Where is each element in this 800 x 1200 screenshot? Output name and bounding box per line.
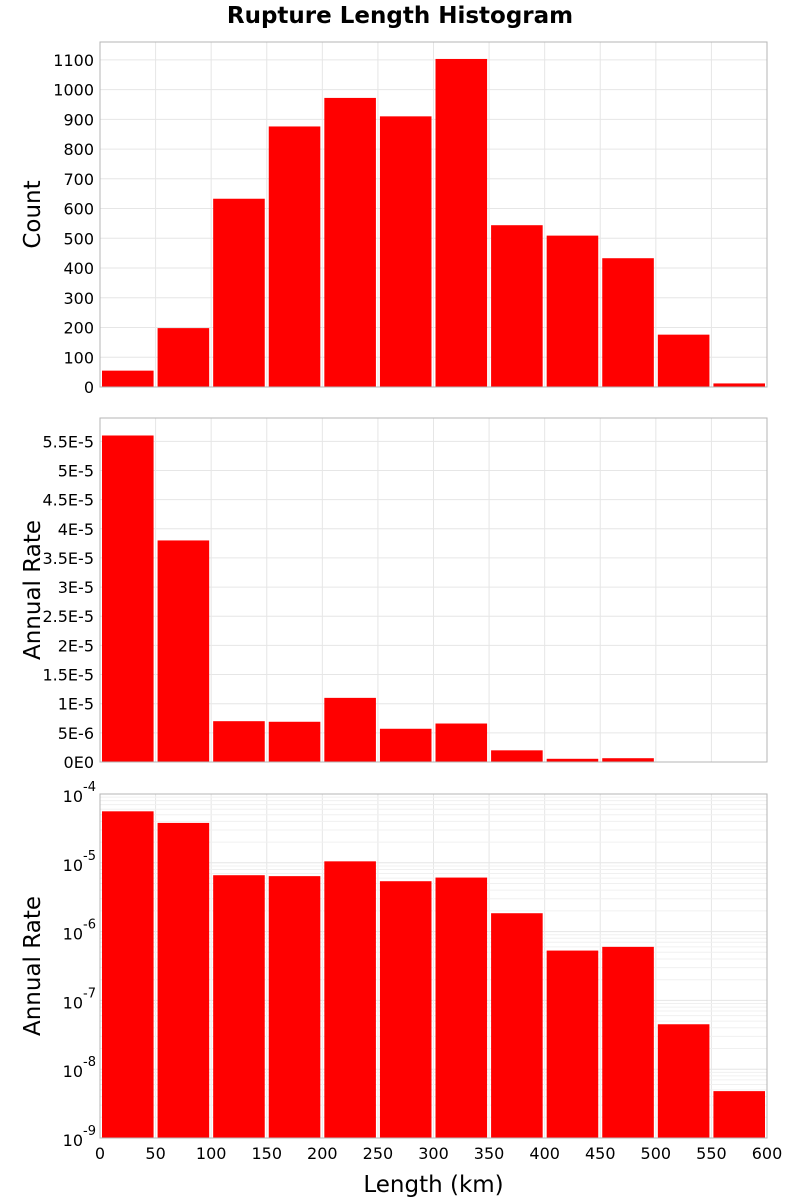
- histogram-bar: [324, 861, 376, 1138]
- x-tick-label: 0: [95, 1144, 105, 1163]
- histogram-bar: [324, 697, 376, 762]
- y-tick-labels: 10-9 10-8 10-7 10-6 10-5 10-4: [63, 780, 96, 1150]
- y-tick-label: 3E-5: [58, 578, 94, 597]
- y-tick-label: 10-7: [63, 986, 96, 1012]
- x-tick-label: 100: [196, 1144, 227, 1163]
- y-tick-label: 600: [63, 200, 94, 219]
- histogram-bar: [157, 540, 210, 762]
- histogram-bar: [491, 225, 543, 387]
- y-tick-label: 2.5E-5: [42, 607, 94, 626]
- bars: [102, 58, 765, 388]
- y-tick-label: 4.5E-5: [42, 491, 94, 510]
- histogram-bar: [102, 435, 154, 762]
- y-tick-label: 700: [63, 170, 94, 189]
- x-tick-label: 550: [696, 1144, 727, 1163]
- y-tick-label: 10-6: [63, 918, 96, 944]
- y-tick-label: 10-5: [63, 849, 96, 875]
- y-tick-label: 10-8: [63, 1055, 96, 1081]
- y-tick-label: 1100: [53, 51, 94, 70]
- plot-frame: [99, 417, 768, 763]
- histogram-bar: [713, 1091, 765, 1138]
- y-tick-label: 0E0: [64, 753, 94, 772]
- x-tick-label: 350: [474, 1144, 505, 1163]
- y-tick-label: 10-9: [63, 1124, 96, 1150]
- y-tick-label: 800: [63, 140, 94, 159]
- x-tick-label: 400: [529, 1144, 560, 1163]
- y-tick-label: 1.5E-5: [42, 666, 94, 685]
- histogram-bar: [379, 116, 432, 387]
- histogram-bar: [657, 1024, 710, 1138]
- histogram-bar: [435, 877, 488, 1138]
- y-tick-label: 5E-5: [58, 461, 94, 480]
- x-tick-label: 600: [752, 1144, 783, 1163]
- y-tick-label: 900: [63, 110, 94, 129]
- histogram-bar: [102, 370, 154, 387]
- annual-rate-log-panel: 10-9 10-8 10-7 10-6 10-5 10-4 Annual Rate 0 50 10…: [20, 780, 782, 1198]
- y-tick-label: 5E-6: [58, 724, 94, 743]
- x-tick-label: 50: [145, 1144, 165, 1163]
- histogram-bar: [213, 721, 265, 762]
- histogram-bar: [491, 750, 543, 762]
- histogram-bar: [657, 334, 710, 387]
- histogram-bar: [435, 723, 488, 762]
- y-axis-label: Annual Rate: [20, 520, 46, 660]
- y-tick-label: 10-4: [63, 780, 96, 806]
- histogram-bar: [602, 946, 654, 1138]
- bars: [102, 811, 765, 1138]
- histogram-bar: [268, 721, 321, 762]
- y-tick-label: 400: [63, 259, 94, 278]
- y-tick-label: 2E-5: [58, 636, 94, 655]
- histogram-bar: [379, 728, 432, 762]
- x-tick-label: 200: [307, 1144, 338, 1163]
- y-tick-label: 5.5E-5: [42, 432, 94, 451]
- histogram-bar: [602, 758, 654, 762]
- x-tick-label: 450: [585, 1144, 616, 1163]
- bars: [102, 435, 765, 762]
- plot-frame: [99, 41, 768, 388]
- x-tick-label: 300: [418, 1144, 449, 1163]
- y-tick-label: 1E-5: [58, 695, 94, 714]
- x-tick-label: 250: [363, 1144, 394, 1163]
- chart-title: Rupture Length Histogram: [227, 3, 573, 29]
- x-tick-labels: 0 50 100 150 200 250 300 350 400 450 500 550 600: [95, 1144, 782, 1163]
- histogram-bar: [379, 881, 432, 1138]
- y-tick-labels: 0 100 200 300 400 500 600 700 800 900 1000 1100: [53, 51, 94, 397]
- histogram-bar: [324, 97, 376, 388]
- histogram-bar: [435, 58, 488, 388]
- grid-lines: [99, 418, 768, 763]
- y-tick-labels: 0E0 5E-6 1E-5 1.5E-5 2E-5 2.5E-5 3E-5 3.5E-5 4E-…: [42, 432, 94, 772]
- histogram-bar: [602, 258, 654, 387]
- histogram-bar: [213, 198, 265, 387]
- histogram-bar: [546, 950, 599, 1138]
- histogram-bar: [713, 383, 765, 387]
- y-axis-label: Count: [20, 180, 46, 248]
- histogram-bar: [157, 822, 210, 1138]
- histogram-bar: [102, 811, 154, 1138]
- y-tick-label: 500: [63, 229, 94, 248]
- histogram-bar: [213, 875, 265, 1138]
- y-tick-label: 300: [63, 289, 94, 308]
- x-tick-label: 500: [641, 1144, 672, 1163]
- plot-frame: [99, 793, 768, 1139]
- x-tick-label: 150: [251, 1144, 282, 1163]
- histogram-bar: [491, 913, 543, 1138]
- y-axis-label: Annual Rate: [20, 896, 46, 1036]
- y-tick-label: 100: [63, 348, 94, 367]
- y-tick-label: 200: [63, 319, 94, 338]
- x-axis-label: Length (km): [363, 1172, 503, 1198]
- y-tick-label: 3.5E-5: [42, 549, 94, 568]
- y-tick-label: 4E-5: [58, 520, 94, 539]
- y-tick-label: 1000: [53, 81, 94, 100]
- histogram-bar: [268, 876, 321, 1138]
- annual-rate-linear-panel: 0E0 5E-6 1E-5 1.5E-5 2E-5 2.5E-5 3E-5 3.5E-5 4E-…: [20, 417, 768, 772]
- histogram-bar: [546, 758, 599, 762]
- histogram-bar: [546, 235, 599, 387]
- histogram-bar: [157, 328, 210, 387]
- histogram-bar: [268, 126, 321, 387]
- y-tick-label: 0: [84, 378, 94, 397]
- count-panel: 0 100 200 300 400 500 600 700 800 900 1000 1100 Coun…: [20, 41, 768, 397]
